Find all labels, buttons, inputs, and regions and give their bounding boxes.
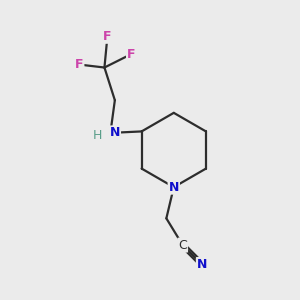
Text: N: N — [110, 126, 120, 140]
Text: F: F — [103, 30, 112, 43]
Text: N: N — [197, 258, 207, 271]
Text: H: H — [93, 129, 103, 142]
Text: N: N — [169, 181, 179, 194]
Text: F: F — [75, 58, 83, 71]
Text: F: F — [127, 48, 135, 61]
Text: C: C — [178, 238, 187, 252]
